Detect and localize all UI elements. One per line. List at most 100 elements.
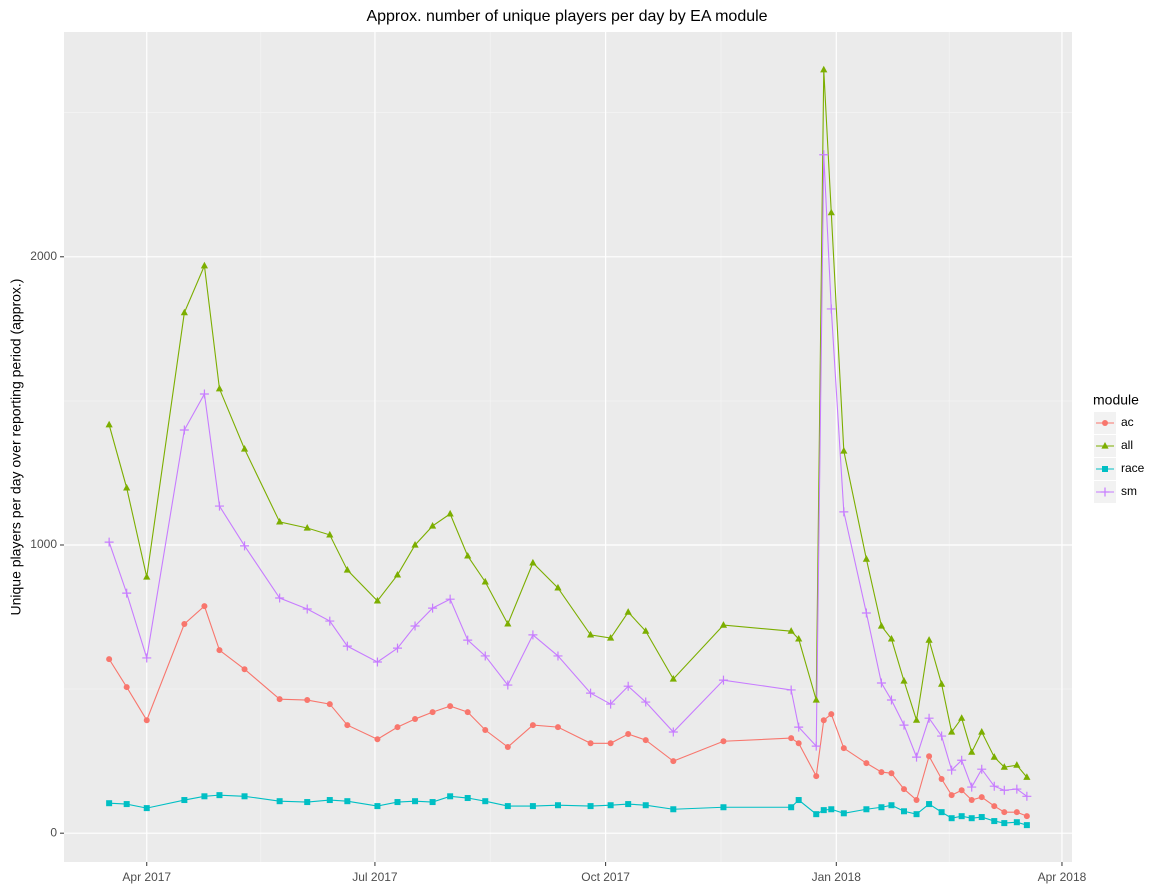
marker xyxy=(304,697,311,704)
legend-item: race xyxy=(1094,458,1145,480)
marker xyxy=(179,425,189,435)
marker xyxy=(991,803,998,810)
marker xyxy=(143,805,150,812)
marker xyxy=(1022,791,1032,801)
marker xyxy=(948,728,956,735)
marker xyxy=(958,813,965,820)
marker xyxy=(877,621,886,629)
marker xyxy=(888,770,895,777)
marker xyxy=(958,714,966,721)
marker xyxy=(795,740,802,747)
marker xyxy=(586,630,595,638)
marker xyxy=(719,621,728,628)
marker xyxy=(925,636,933,643)
marker xyxy=(787,627,795,634)
marker xyxy=(623,681,633,691)
marker xyxy=(216,647,223,654)
marker xyxy=(794,722,804,732)
marker xyxy=(642,627,650,634)
marker xyxy=(840,745,847,752)
marker xyxy=(840,447,848,454)
marker xyxy=(105,420,113,428)
marker xyxy=(412,798,419,805)
marker xyxy=(463,635,473,645)
marker xyxy=(901,786,907,793)
marker xyxy=(1013,819,1020,826)
marker xyxy=(947,765,957,775)
marker xyxy=(820,65,828,73)
marker xyxy=(820,717,827,724)
marker xyxy=(428,521,437,529)
marker xyxy=(554,583,562,591)
y-tick-label: 0 xyxy=(50,825,57,839)
marker xyxy=(214,501,224,511)
marker xyxy=(446,509,454,517)
marker xyxy=(886,695,896,705)
marker xyxy=(181,797,188,804)
marker xyxy=(938,680,946,687)
marker xyxy=(241,666,248,673)
marker xyxy=(480,651,490,661)
marker xyxy=(374,803,381,810)
marker xyxy=(586,688,596,698)
legend-item: sm xyxy=(1094,481,1137,503)
y-tick-label: 2000 xyxy=(30,249,57,263)
marker xyxy=(199,389,209,399)
marker xyxy=(504,803,511,810)
marker xyxy=(554,724,561,731)
legend-marker xyxy=(1102,466,1108,472)
marker xyxy=(957,755,967,765)
marker xyxy=(642,737,649,744)
marker xyxy=(554,802,561,809)
marker xyxy=(937,731,947,741)
marker xyxy=(795,797,802,804)
marker xyxy=(143,572,151,580)
marker xyxy=(447,703,454,710)
marker xyxy=(276,696,283,703)
marker xyxy=(429,799,436,806)
marker xyxy=(839,507,849,517)
marker xyxy=(812,696,820,703)
marker xyxy=(553,651,563,661)
marker xyxy=(394,799,401,806)
marker xyxy=(607,802,614,809)
legend-label: race xyxy=(1121,461,1145,475)
marker xyxy=(900,677,908,684)
x-tick-label: Apr 2018 xyxy=(1038,870,1087,884)
marker xyxy=(968,815,975,822)
chart-title: Approx. number of unique players per day… xyxy=(366,8,767,25)
marker xyxy=(641,697,651,707)
marker xyxy=(991,818,998,825)
marker xyxy=(642,802,649,809)
marker xyxy=(948,815,955,822)
marker xyxy=(607,634,615,641)
series-line xyxy=(108,605,1028,817)
marker xyxy=(819,150,829,160)
marker xyxy=(977,764,987,774)
marker xyxy=(142,653,152,663)
marker xyxy=(123,483,131,491)
marker xyxy=(445,594,455,604)
marker xyxy=(861,608,871,618)
marker xyxy=(325,616,335,626)
marker xyxy=(344,798,351,805)
marker xyxy=(840,810,847,817)
marker xyxy=(394,724,401,731)
marker xyxy=(924,713,934,723)
marker xyxy=(276,517,284,525)
marker xyxy=(201,603,208,610)
marker xyxy=(240,445,249,452)
marker xyxy=(901,808,907,815)
plot-panel xyxy=(64,32,1072,862)
marker xyxy=(464,795,471,802)
legend-marker xyxy=(1102,420,1108,426)
marker xyxy=(862,555,870,562)
marker xyxy=(411,540,419,548)
marker xyxy=(670,806,677,813)
marker xyxy=(393,570,402,578)
marker xyxy=(607,740,614,747)
marker xyxy=(1023,773,1031,780)
marker xyxy=(374,736,381,743)
marker xyxy=(304,799,311,806)
marker xyxy=(828,806,835,813)
